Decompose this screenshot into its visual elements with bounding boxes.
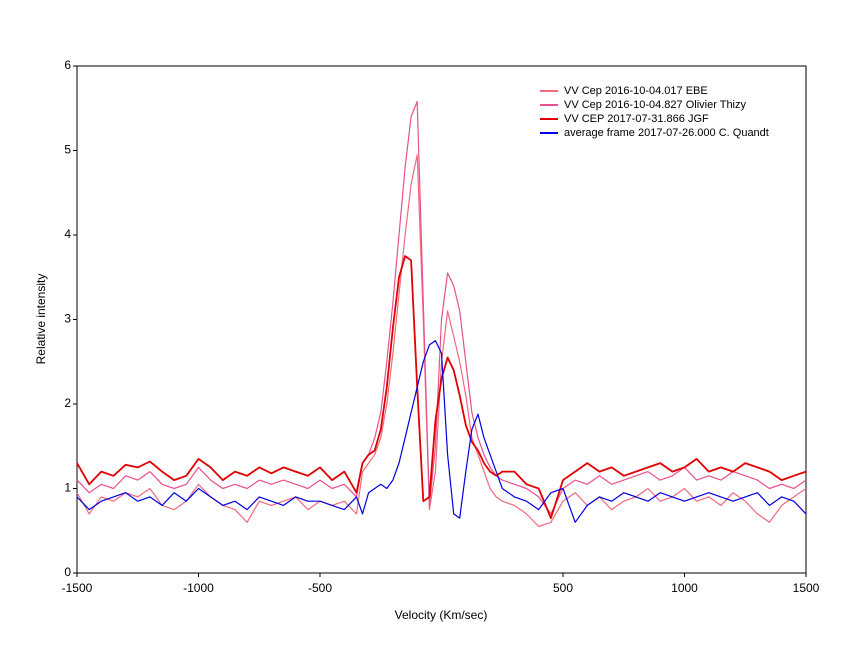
- series-line: [76, 255, 807, 519]
- legend: VV Cep 2016-10-04.017 EBE VV Cep 2016-10-…: [540, 85, 769, 139]
- y-tick-label: 4: [64, 227, 71, 241]
- y-axis-label: Relative intensity: [34, 274, 48, 365]
- x-tick-label: -1500: [62, 581, 93, 595]
- y-tick-label: 3: [64, 312, 71, 326]
- series-line: [76, 340, 807, 523]
- x-tick-label: 500: [553, 581, 573, 595]
- x-tick-label: -1000: [183, 581, 214, 595]
- y-tick-label: 2: [64, 396, 71, 410]
- series-line: [76, 100, 807, 515]
- series-line: [76, 154, 807, 528]
- y-tick-label: 6: [64, 58, 71, 72]
- y-tick-label: 5: [64, 143, 71, 157]
- y-tick-label: 0: [64, 565, 71, 579]
- x-tick-label: 1500: [793, 581, 820, 595]
- legend-label: average frame 2017-07-26.000 C. Quandt: [564, 127, 769, 139]
- x-axis-label: Velocity (Km/sec): [395, 608, 488, 622]
- x-tick-label: -500: [308, 581, 332, 595]
- x-tick-label: 1000: [671, 581, 698, 595]
- legend-label: VV Cep 2016-10-04.827 Olivier Thizy: [564, 99, 747, 111]
- legend-label: VV CEP 2017-07-31.866 JGF: [564, 113, 709, 125]
- legend-label: VV Cep 2016-10-04.017 EBE: [564, 85, 708, 97]
- y-tick-label: 1: [64, 481, 71, 495]
